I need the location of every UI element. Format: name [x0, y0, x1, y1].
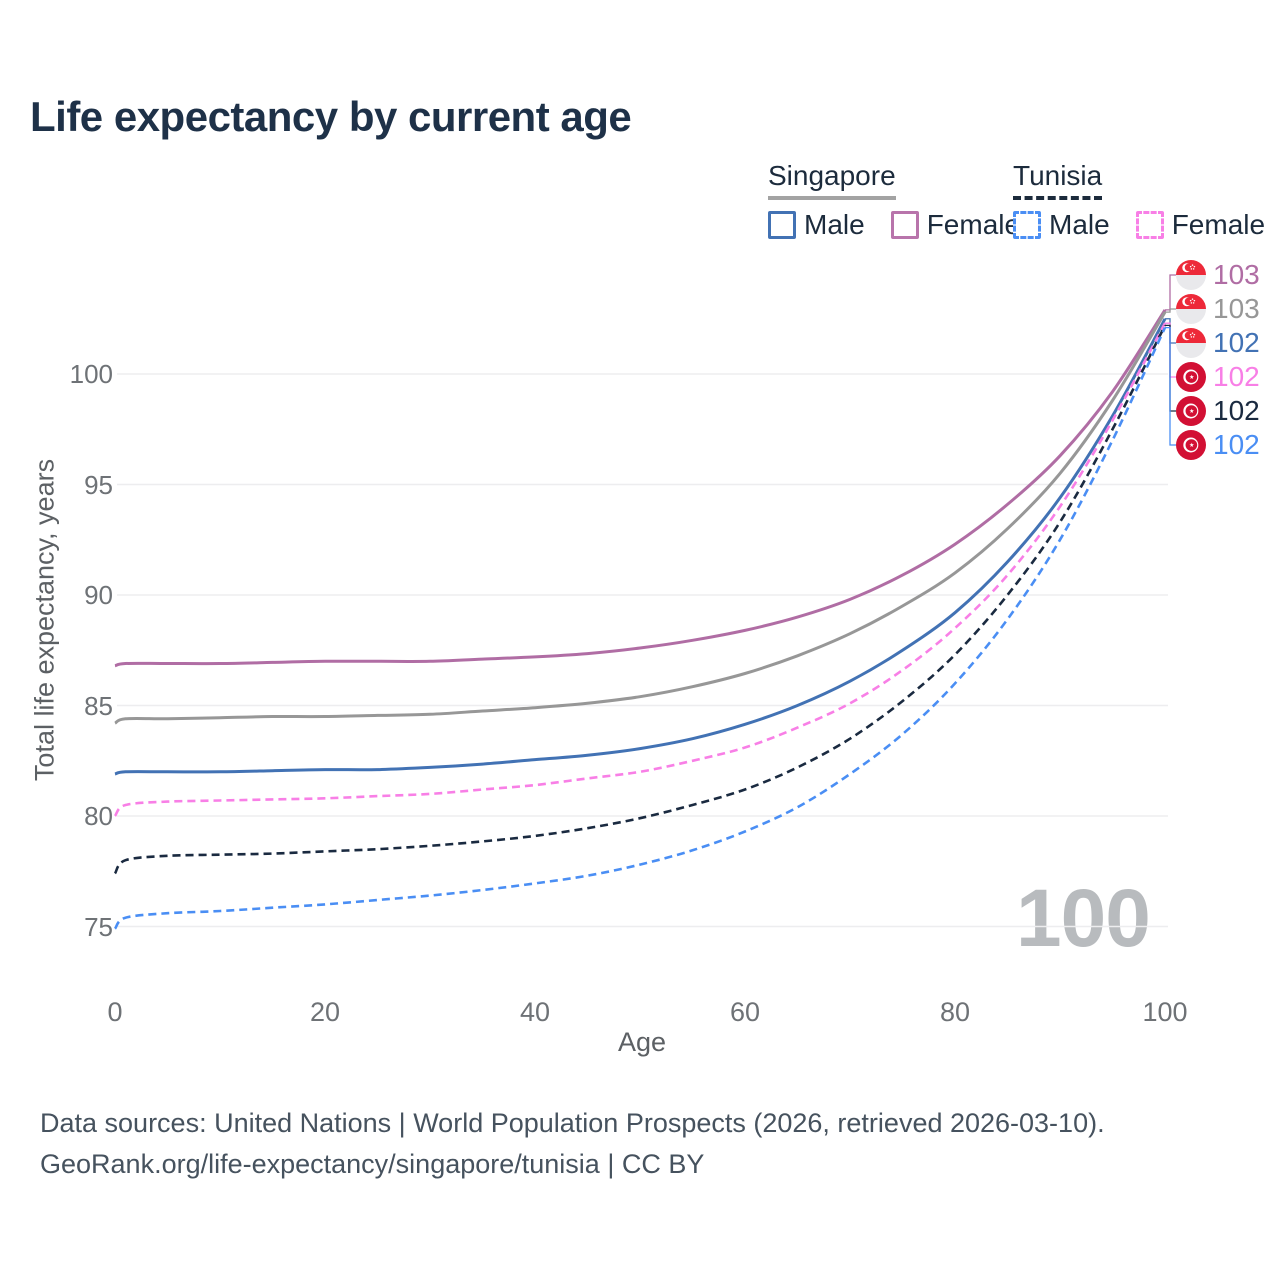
end-label-value: 102: [1213, 361, 1260, 392]
legend-item-label: Female: [926, 209, 1021, 240]
singapore-male-swatch-icon[interactable]: [768, 211, 796, 239]
leader-line-singapore-both-sexes: [1165, 308, 1176, 313]
x-tick-label-0: 0: [107, 997, 123, 1027]
singapore-flag-icon: [1176, 294, 1206, 324]
end-label-row-singapore-male: 102: [1176, 327, 1260, 358]
legend-item-label: Male: [1049, 209, 1110, 240]
x-tick-label-20: 20: [309, 997, 341, 1027]
y-tick-label-85: 85: [84, 690, 113, 721]
leader-line-tunisia-male: [1165, 326, 1176, 446]
end-label-row-tunisia-male: 102: [1176, 429, 1260, 460]
legend-item-singapore-male[interactable]: Male: [768, 209, 865, 241]
legend-row-singapore: Male Female: [768, 209, 1020, 241]
legend-item-tunisia-female[interactable]: Female: [1135, 209, 1266, 241]
age-hover-watermark: 100: [1016, 873, 1151, 964]
legend-group-singapore: Singapore Male Female: [768, 160, 1020, 241]
legend-item-label: Female: [1171, 209, 1266, 240]
legend-item-singapore-female[interactable]: Female: [890, 209, 1021, 241]
end-label-row-tunisia-female: 102: [1176, 361, 1260, 392]
y-tick-label-95: 95: [84, 469, 113, 500]
singapore-female-swatch-icon[interactable]: [890, 211, 919, 239]
series-line-tunisia-female: [113, 322, 1167, 817]
end-label-row-singapore-both-sexes: 103: [1176, 293, 1260, 324]
tunisia-flag-icon: [1176, 430, 1206, 460]
footer-attribution: GeoRank.org/life-expectancy/singapore/tu…: [40, 1149, 705, 1179]
leader-line-singapore-female: [1165, 274, 1176, 311]
end-label-row-tunisia-both-sexes: 102: [1176, 395, 1260, 426]
singapore-flag-icon: [1176, 260, 1206, 290]
y-tick-label-75: 75: [84, 911, 113, 942]
series-line-singapore-both-sexes: [114, 311, 1167, 725]
x-tick-label-100: 100: [1142, 997, 1188, 1027]
x-tick-label-80: 80: [939, 997, 971, 1027]
x-tick-label-40: 40: [519, 997, 551, 1027]
tunisia-male-swatch-icon[interactable]: [1013, 211, 1041, 239]
x-axis-title: Age: [617, 1027, 667, 1057]
series-line-singapore-male: [114, 318, 1167, 776]
footer-data-sources: Data sources: United Nations | World Pop…: [40, 1108, 1105, 1138]
x-tick-label-60: 60: [729, 997, 761, 1027]
legend-item-label: Male: [804, 209, 865, 240]
end-label-value: 103: [1213, 259, 1260, 290]
tunisia-flag-icon: [1176, 396, 1206, 426]
end-label-row-singapore-female: 103: [1176, 259, 1260, 290]
tunisia-female-swatch-icon[interactable]: [1135, 211, 1164, 239]
y-tick-label-90: 90: [84, 580, 113, 610]
end-label-value: 102: [1213, 327, 1260, 358]
legend-group-tunisia: Tunisia Male Female: [1013, 160, 1265, 241]
singapore-flag-icon: [1176, 328, 1206, 358]
series-line-tunisia-both-sexes: [113, 324, 1167, 875]
end-label-value: 103: [1213, 293, 1260, 324]
legend-group-tunisia-label: Tunisia: [1013, 160, 1103, 200]
series-line-singapore-female: [114, 309, 1167, 668]
y-tick-label-100: 100: [69, 359, 113, 389]
legend-row-tunisia: Male Female: [1013, 209, 1265, 241]
legend-group-singapore-label: Singapore: [768, 160, 896, 200]
legend-item-tunisia-male[interactable]: Male: [1013, 209, 1110, 241]
end-label-value: 102: [1213, 429, 1260, 460]
chart-title: Life expectancy by current age: [30, 93, 632, 140]
end-label-value: 102: [1213, 395, 1260, 426]
series-line-tunisia-male: [113, 327, 1167, 930]
tunisia-flag-icon: [1176, 362, 1206, 392]
y-tick-label-80: 80: [84, 801, 113, 831]
